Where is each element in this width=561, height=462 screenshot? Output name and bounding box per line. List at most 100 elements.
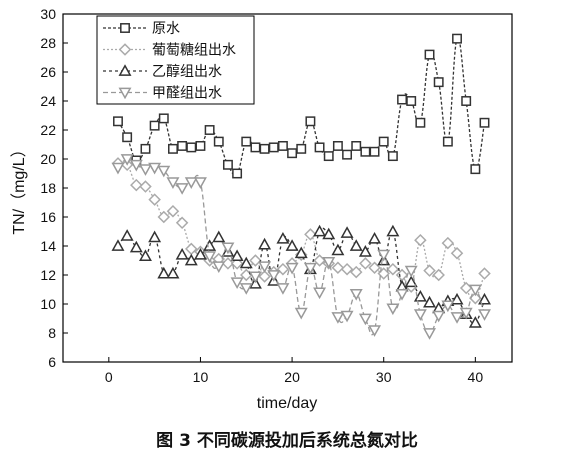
data-point xyxy=(230,277,244,289)
data-point xyxy=(168,143,178,154)
data-point xyxy=(414,233,427,247)
data-point xyxy=(459,307,473,320)
data-point xyxy=(397,94,407,105)
data-point xyxy=(239,283,253,295)
data-point xyxy=(314,142,325,153)
y-tick-label: 8 xyxy=(48,325,56,341)
legend-marker xyxy=(120,23,130,33)
data-point xyxy=(395,288,409,301)
data-point xyxy=(230,249,244,262)
data-point xyxy=(313,224,327,237)
legend-marker xyxy=(118,43,132,56)
data-point xyxy=(461,96,472,106)
y-tick-label: 28 xyxy=(40,35,56,51)
data-point xyxy=(358,245,372,257)
axis-ticks: 6 8 10 12 14 16 18 20 22 24 26 28 30 0 10 20 30 40 xyxy=(40,6,483,385)
figure-caption: 图 3 不同碳源投加后系统总氮对比 xyxy=(156,430,418,451)
data-point xyxy=(331,312,345,324)
data-point xyxy=(193,247,207,260)
data-point xyxy=(294,307,308,320)
data-point xyxy=(441,300,455,313)
data-point xyxy=(259,143,270,154)
legend-label: 乙醇组出水 xyxy=(152,63,222,80)
data-point xyxy=(369,146,380,157)
data-point xyxy=(415,117,426,128)
data-point xyxy=(120,229,134,241)
y-axis-title: TN/（mg/L） xyxy=(10,141,28,234)
x-tick-label: 20 xyxy=(284,369,300,385)
data-point xyxy=(423,328,437,340)
legend-label: 甲醛组出水 xyxy=(152,86,222,102)
data-point xyxy=(276,283,290,295)
data-point xyxy=(129,159,143,172)
data-point xyxy=(158,113,169,124)
data-point xyxy=(359,257,372,270)
data-point xyxy=(432,268,445,282)
data-point xyxy=(175,247,189,260)
data-point xyxy=(138,249,152,262)
data-point xyxy=(313,287,327,300)
data-point xyxy=(113,116,123,127)
x-tick-label: 10 xyxy=(193,369,209,385)
y-tick-label: 16 xyxy=(40,209,56,225)
data-point xyxy=(450,246,464,260)
data-point xyxy=(368,232,382,244)
data-point xyxy=(424,49,435,60)
data-point xyxy=(340,262,354,276)
data-point xyxy=(413,309,427,321)
data-point xyxy=(305,116,316,127)
data-point xyxy=(450,312,464,324)
data-point xyxy=(478,267,491,280)
x-tick-label: 30 xyxy=(376,369,392,385)
data-point xyxy=(468,316,482,328)
data-point xyxy=(468,284,482,297)
data-point xyxy=(122,132,133,143)
data-point xyxy=(177,141,188,151)
data-point xyxy=(203,251,217,263)
data-point xyxy=(277,141,288,151)
data-point xyxy=(129,240,143,253)
data-point xyxy=(120,154,134,166)
data-point xyxy=(139,180,152,193)
data-point xyxy=(351,141,362,151)
data-point xyxy=(130,178,143,192)
data-point xyxy=(349,288,363,301)
data-point xyxy=(239,256,253,269)
data-point xyxy=(342,149,353,160)
data-point xyxy=(166,204,180,218)
data-point xyxy=(386,262,400,276)
x-tick-label: 0 xyxy=(105,369,113,385)
data-point xyxy=(478,309,491,321)
data-point xyxy=(221,242,235,255)
data-point xyxy=(332,141,343,151)
data-point xyxy=(304,228,317,241)
data-point xyxy=(378,136,389,147)
data-point xyxy=(322,227,336,240)
data-point xyxy=(404,265,418,278)
data-point xyxy=(175,216,189,230)
data-point xyxy=(203,239,217,251)
data-point xyxy=(148,193,161,206)
data-point xyxy=(331,243,345,256)
data-point xyxy=(287,148,298,159)
data-point xyxy=(386,303,400,316)
data-point xyxy=(148,162,162,175)
y-tick-label: 22 xyxy=(40,122,56,138)
data-point xyxy=(149,120,160,131)
data-point xyxy=(340,310,354,323)
legend-label: 原水 xyxy=(152,21,180,37)
data-point xyxy=(404,275,418,288)
data-point xyxy=(148,230,162,243)
data-point xyxy=(268,142,279,153)
series-layer xyxy=(111,33,491,340)
data-point xyxy=(212,230,226,243)
data-point xyxy=(358,313,372,326)
data-point xyxy=(140,143,151,154)
data-point xyxy=(157,266,171,279)
data-point xyxy=(204,125,215,135)
y-tick-label: 30 xyxy=(40,6,56,22)
data-point xyxy=(248,271,262,284)
data-point xyxy=(285,239,299,251)
data-point xyxy=(423,295,437,308)
